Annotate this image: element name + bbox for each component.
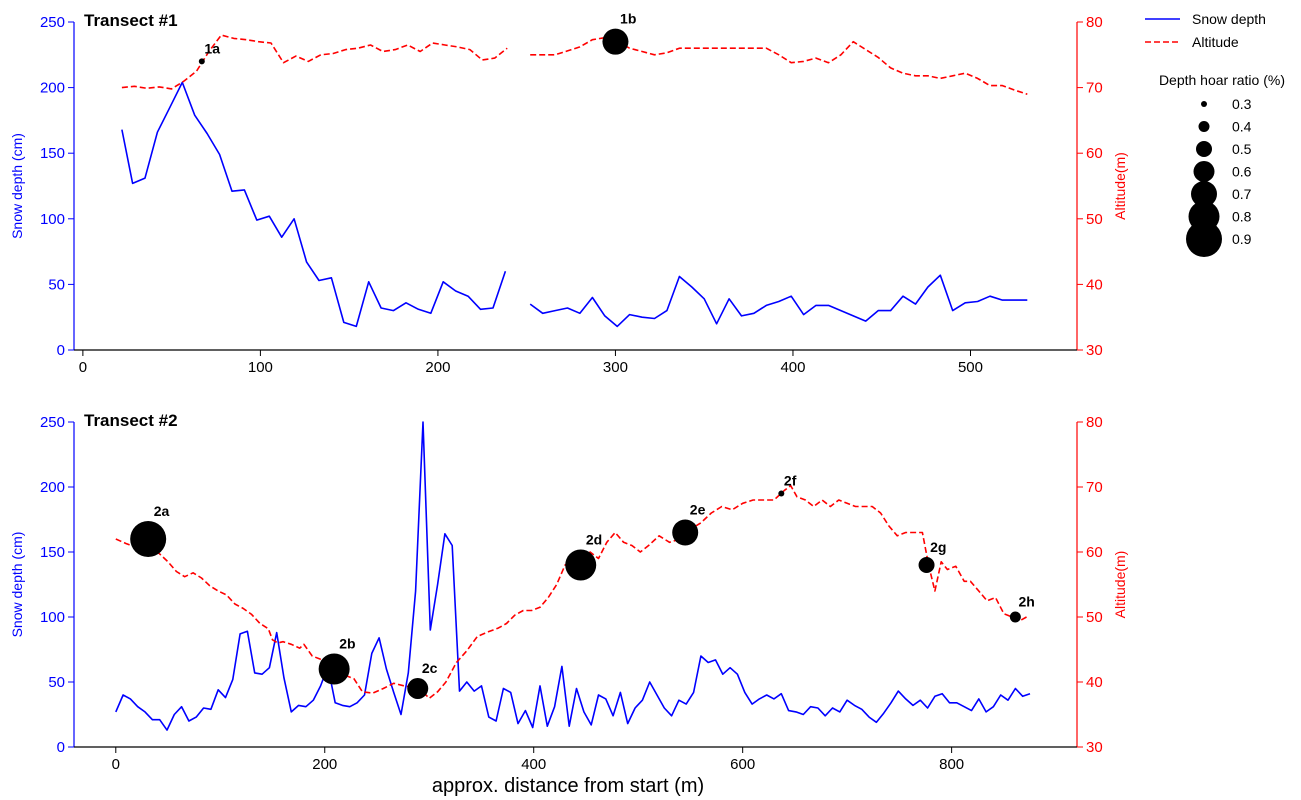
marker-label: 2d — [586, 532, 602, 548]
marker-label: 1b — [620, 11, 636, 27]
x-tick-label: 600 — [730, 756, 755, 773]
x-tick-label: 100 — [248, 359, 273, 376]
right-y-tick-label: 80 — [1086, 414, 1103, 431]
legend-size-label: 0.5 — [1232, 141, 1252, 157]
left-y-tick-label: 250 — [40, 414, 65, 431]
legend-size-marker — [1193, 161, 1215, 182]
legend-size-label: 0.9 — [1232, 231, 1252, 247]
depth-hoar-marker — [318, 653, 350, 685]
left-y-axis-label: Snow depth (cm) — [9, 133, 25, 239]
marker-label: 2f — [784, 473, 797, 489]
panel-title: Transect #1 — [84, 11, 178, 30]
x-tick-label: 200 — [425, 359, 450, 376]
snow-depth-line — [529, 274, 1028, 328]
snow-depth-line — [115, 421, 1031, 731]
right-y-tick-label: 50 — [1086, 211, 1103, 228]
right-y-tick-label: 40 — [1086, 276, 1103, 293]
left-y-tick-label: 0 — [57, 342, 65, 359]
depth-hoar-marker — [130, 521, 167, 557]
right-y-tick-label: 60 — [1086, 145, 1103, 162]
right-y-tick-label: 70 — [1086, 479, 1103, 496]
right-y-tick-label: 30 — [1086, 739, 1103, 756]
panel-transect-1: 0 100 200 300 400 500 0 50 100 150 200 250 30 40 50 60 7… — [9, 11, 1128, 376]
marker-label: 2b — [339, 636, 355, 652]
left-y-tick-label: 100 — [40, 609, 65, 626]
left-y-tick-label: 200 — [40, 80, 65, 97]
legend-size-label: 0.4 — [1232, 119, 1252, 135]
legend-altitude-label: Altitude — [1192, 34, 1239, 50]
x-tick-label: 800 — [939, 756, 964, 773]
x-tick-label: 0 — [112, 756, 120, 773]
legend-size-marker — [1196, 141, 1212, 157]
depth-hoar-marker — [565, 549, 597, 581]
x-tick-label: 300 — [603, 359, 628, 376]
marker-label: 1a — [204, 40, 220, 56]
depth-hoar-marker — [602, 28, 629, 55]
depth-hoar-marker — [918, 557, 935, 573]
left-y-tick-label: 150 — [40, 145, 65, 162]
legend-size-label: 0.3 — [1232, 96, 1252, 112]
depth-hoar-marker — [1009, 611, 1021, 623]
legend-size-label: 0.8 — [1232, 209, 1252, 225]
snow-depth-line — [121, 81, 507, 328]
marker-label: 2a — [154, 503, 170, 519]
depth-hoar-marker — [198, 58, 205, 65]
left-y-axis-label: Snow depth (cm) — [9, 532, 25, 638]
marker-label: 2e — [690, 502, 706, 518]
legend-size-marker — [1191, 181, 1217, 207]
legend-snow-depth-label: Snow depth — [1192, 11, 1266, 27]
right-y-axis-label: Altitude(m) — [1112, 551, 1128, 619]
legend-size-title: Depth hoar ratio (%) — [1159, 72, 1285, 88]
left-y-tick-label: 50 — [48, 674, 65, 691]
x-tick-label: 500 — [958, 359, 983, 376]
depth-hoar-marker — [672, 519, 699, 546]
x-axis-label: approx. distance from start (m) — [432, 775, 704, 797]
legend-size-marker — [1186, 221, 1222, 257]
x-tick-label: 0 — [79, 359, 87, 376]
right-y-tick-label: 40 — [1086, 674, 1103, 691]
altitude-line — [121, 34, 508, 90]
depth-hoar-marker — [407, 678, 429, 699]
marker-label: 2c — [422, 660, 438, 676]
left-y-tick-label: 250 — [40, 14, 65, 31]
depth-hoar-marker — [778, 490, 785, 497]
left-y-tick-label: 100 — [40, 211, 65, 228]
right-y-tick-label: 50 — [1086, 609, 1103, 626]
legend-size-label: 0.7 — [1232, 186, 1252, 202]
legend-size-marker — [1198, 121, 1210, 132]
legend: Snow depth Altitude Depth hoar ratio (%) 0.… — [1145, 11, 1285, 257]
panel-title: Transect #2 — [84, 411, 178, 430]
x-tick-label: 400 — [521, 756, 546, 773]
x-tick-label: 400 — [780, 359, 805, 376]
left-y-tick-label: 200 — [40, 479, 65, 496]
right-y-axis-label: Altitude(m) — [1112, 152, 1128, 220]
right-y-tick-label: 30 — [1086, 342, 1103, 359]
left-y-tick-label: 150 — [40, 544, 65, 561]
legend-size-marker — [1201, 101, 1207, 107]
marker-label: 2h — [1018, 594, 1034, 610]
marker-label: 2g — [930, 539, 946, 555]
left-y-tick-label: 50 — [48, 276, 65, 293]
legend-size-label: 0.6 — [1232, 164, 1252, 180]
left-y-tick-label: 0 — [57, 739, 65, 756]
right-y-tick-label: 80 — [1086, 14, 1103, 31]
x-tick-label: 200 — [312, 756, 337, 773]
right-y-tick-label: 60 — [1086, 544, 1103, 561]
panel-transect-2: 0 200 400 600 800 0 50 100 150 200 250 30 40 50 60 70 80… — [9, 411, 1128, 773]
right-y-tick-label: 70 — [1086, 80, 1103, 97]
